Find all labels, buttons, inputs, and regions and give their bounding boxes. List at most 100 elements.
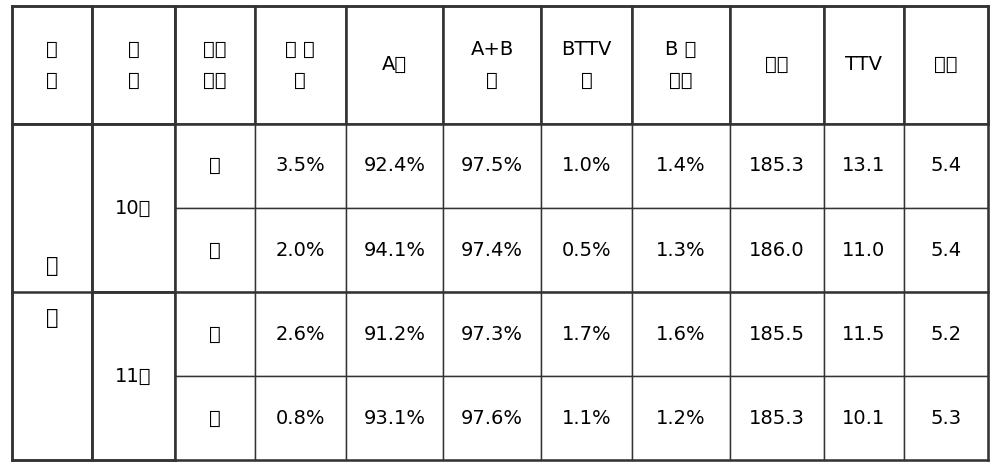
Bar (175, 6, 255, 124)
Text: 97.6%: 97.6% (461, 409, 523, 428)
Text: 5.2: 5.2 (930, 325, 961, 344)
Bar (904, 6, 988, 124)
Bar (255, 208, 346, 292)
Text: 11.5: 11.5 (842, 325, 886, 344)
Bar (443, 6, 541, 124)
Text: 97.5%: 97.5% (461, 157, 523, 175)
Text: 0.8%: 0.8% (276, 409, 325, 428)
Bar (92, 6, 175, 124)
Bar (541, 208, 632, 292)
Text: 是: 是 (209, 409, 221, 428)
Text: A率: A率 (382, 55, 407, 74)
Text: 97.3%: 97.3% (461, 325, 523, 344)
Bar (632, 292, 730, 376)
Text: 94.1%: 94.1% (364, 240, 426, 260)
Bar (255, 376, 346, 460)
Bar (632, 6, 730, 124)
Text: 厂
家: 厂 家 (46, 256, 58, 328)
Bar (730, 124, 824, 208)
Text: 日
期: 日 期 (128, 40, 139, 90)
Text: 1.3%: 1.3% (656, 240, 706, 260)
Bar (730, 6, 824, 124)
Text: 1.7%: 1.7% (562, 325, 611, 344)
Text: 1.4%: 1.4% (656, 157, 706, 175)
Bar (541, 376, 632, 460)
Text: TTV: TTV (845, 55, 882, 74)
Bar (255, 124, 346, 208)
Bar (904, 124, 988, 208)
Bar (255, 292, 346, 376)
Bar (346, 376, 443, 460)
Text: 11月: 11月 (115, 367, 152, 386)
Bar (632, 124, 730, 208)
Bar (92, 292, 175, 460)
Bar (12, 124, 92, 460)
Text: 3.5%: 3.5% (275, 157, 325, 175)
Bar (904, 208, 988, 292)
Bar (175, 376, 255, 460)
Text: 5.4: 5.4 (930, 157, 961, 175)
Bar (346, 208, 443, 292)
Bar (541, 124, 632, 208)
Bar (255, 6, 346, 124)
Text: 185.5: 185.5 (749, 325, 805, 344)
Bar (443, 208, 541, 292)
Text: 186.0: 186.0 (749, 240, 805, 260)
Text: 2.0%: 2.0% (276, 240, 325, 260)
Bar (824, 376, 904, 460)
Bar (824, 208, 904, 292)
Text: 地
点: 地 点 (46, 40, 58, 90)
Bar (443, 124, 541, 208)
Bar (443, 292, 541, 376)
Text: 否: 否 (209, 157, 221, 175)
Text: 97.4%: 97.4% (461, 240, 523, 260)
Text: 5.4: 5.4 (930, 240, 961, 260)
Text: 10月: 10月 (115, 199, 152, 218)
Bar (12, 6, 92, 124)
Bar (730, 376, 824, 460)
Bar (730, 208, 824, 292)
Bar (824, 6, 904, 124)
Text: 是: 是 (209, 240, 221, 260)
Bar (443, 376, 541, 460)
Text: 1.1%: 1.1% (562, 409, 611, 428)
Text: 1.0%: 1.0% (562, 157, 611, 175)
Text: 2.6%: 2.6% (276, 325, 325, 344)
Bar (632, 208, 730, 292)
Bar (541, 292, 632, 376)
Text: 断 线
率: 断 线 率 (285, 40, 315, 90)
Bar (541, 6, 632, 124)
Bar (904, 292, 988, 376)
Text: 线痕: 线痕 (934, 55, 958, 74)
Text: 1.6%: 1.6% (656, 325, 706, 344)
Text: 1.2%: 1.2% (656, 409, 706, 428)
Bar (904, 376, 988, 460)
Bar (175, 208, 255, 292)
Text: 185.3: 185.3 (749, 157, 805, 175)
Text: 11.0: 11.0 (842, 240, 885, 260)
Bar (824, 124, 904, 208)
Bar (824, 292, 904, 376)
Text: 92.4%: 92.4% (364, 157, 426, 175)
Text: 10.1: 10.1 (842, 409, 885, 428)
Bar (346, 292, 443, 376)
Text: B 线
痕率: B 线 痕率 (665, 40, 696, 90)
Text: 是否
开启: 是否 开启 (203, 40, 227, 90)
Text: 片厚: 片厚 (765, 55, 788, 74)
Text: 91.2%: 91.2% (364, 325, 426, 344)
Bar (346, 6, 443, 124)
Bar (175, 124, 255, 208)
Bar (730, 292, 824, 376)
Text: A+B
率: A+B 率 (471, 40, 514, 90)
Text: 13.1: 13.1 (842, 157, 885, 175)
Bar (175, 292, 255, 376)
Bar (92, 124, 175, 292)
Text: 5.3: 5.3 (930, 409, 961, 428)
Bar (632, 376, 730, 460)
Text: 否: 否 (209, 325, 221, 344)
Text: 185.3: 185.3 (749, 409, 805, 428)
Text: 93.1%: 93.1% (364, 409, 426, 428)
Text: BTTV
率: BTTV 率 (561, 40, 612, 90)
Text: 0.5%: 0.5% (562, 240, 611, 260)
Bar (346, 124, 443, 208)
